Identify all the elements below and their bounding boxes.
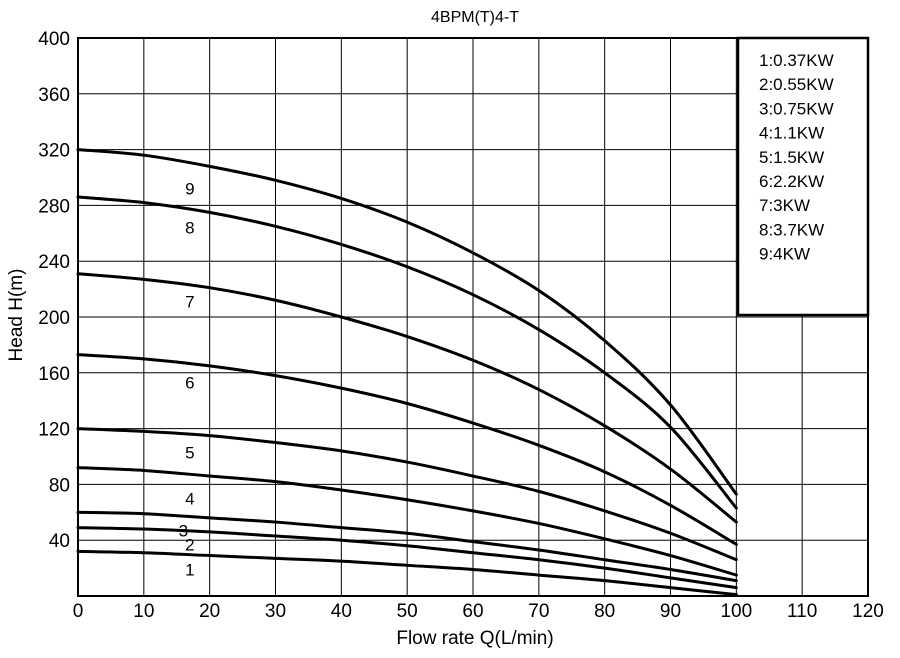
- legend-entry: 9:4KW: [759, 245, 810, 264]
- curve-label-1: 1: [185, 560, 194, 579]
- legend-entry: 7:3KW: [759, 196, 810, 215]
- y-tick-label: 80: [49, 475, 70, 496]
- x-axis-label: Flow rate Q(L/min): [396, 628, 553, 649]
- x-tick-label: 110: [787, 601, 817, 622]
- curve-label-9: 9: [185, 180, 194, 199]
- legend-entry: 3:0.75KW: [759, 99, 834, 118]
- curve-series-7: [76, 272, 738, 524]
- curve-label-2: 2: [185, 535, 194, 554]
- curve-series-9: [76, 148, 738, 496]
- curves: [76, 148, 738, 597]
- y-tick-label: 160: [38, 364, 70, 385]
- x-tick-label: 20: [199, 601, 220, 622]
- y-axis-label: Head H(m): [6, 269, 27, 362]
- x-tick-label: 30: [265, 601, 286, 622]
- x-tick-labels: 0 10 20 30 40 50 60 70 80 90 100 110 120: [73, 601, 884, 622]
- chart-title: 4BPM(T)4-T: [431, 9, 519, 26]
- curve-label-5: 5: [185, 443, 194, 462]
- curve-series-2: [76, 526, 738, 590]
- legend-entry: 4:1.1KW: [759, 124, 824, 143]
- y-tick-labels: 40 80 120 160 200 240 280 320 360 400: [38, 29, 70, 552]
- curve-label-3: 3: [179, 521, 188, 540]
- x-tick-label: 50: [397, 601, 418, 622]
- x-tick-label: 100: [720, 601, 752, 622]
- y-tick-label: 400: [38, 29, 70, 50]
- curve-series-4: [76, 466, 738, 577]
- x-tick-label: 80: [594, 601, 615, 622]
- legend-entry: 5:1.5KW: [759, 148, 824, 167]
- legend-entry: 1:0.37KW: [759, 51, 834, 70]
- y-tick-label: 360: [38, 85, 70, 106]
- legend-entry: 6:2.2KW: [759, 172, 824, 191]
- y-tick-label: 240: [38, 252, 70, 273]
- curve-label-6: 6: [185, 374, 194, 393]
- y-tick-label: 40: [49, 531, 70, 552]
- x-tick-label: 70: [528, 601, 549, 622]
- y-tick-label: 280: [38, 196, 70, 217]
- y-tick-label: 120: [38, 420, 70, 441]
- x-tick-label: 60: [462, 601, 483, 622]
- legend-entry: 2:0.55KW: [759, 75, 834, 94]
- curve-label-7: 7: [185, 293, 194, 312]
- curve-label-8: 8: [185, 219, 194, 238]
- curve-label-4: 4: [185, 489, 194, 508]
- legend-entry: 8:3.7KW: [759, 220, 824, 239]
- x-tick-label: 90: [660, 601, 681, 622]
- curve-series-5: [76, 427, 738, 562]
- curve-series-1: [76, 549, 738, 597]
- legend-box: [736, 36, 870, 317]
- x-tick-label: 10: [133, 601, 154, 622]
- curve-series-8: [76, 195, 738, 510]
- y-tick-label: 320: [38, 141, 70, 162]
- plot-border: [77, 37, 869, 597]
- x-tick-label: 40: [331, 601, 352, 622]
- x-tick-label: 120: [852, 601, 884, 622]
- curve-series-6: [76, 353, 738, 546]
- curve-series-3: [76, 510, 738, 583]
- y-tick-label: 200: [38, 308, 70, 329]
- legend: 1:0.37KW 2:0.55KW 3:0.75KW 4:1.1KW 5:1.5KW 6:…: [736, 36, 870, 317]
- x-tick-label: 0: [73, 601, 84, 622]
